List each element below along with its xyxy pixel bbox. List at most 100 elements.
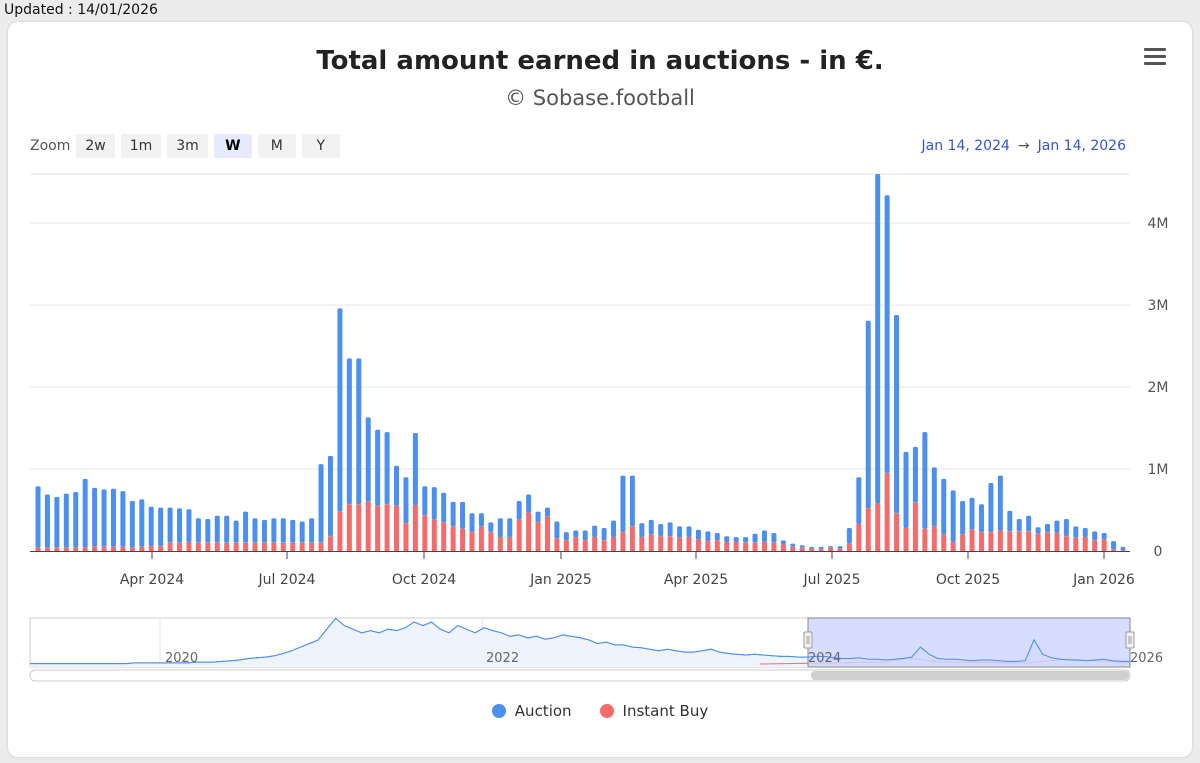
bar-auction [177,508,183,543]
bar-instant-buy [1092,540,1098,551]
bar-instant-buy [912,502,918,551]
scrollbar-thumb[interactable] [811,671,1129,680]
zoom-2w-button[interactable]: 2w [76,134,115,158]
zoom-week-button[interactable]: W [213,134,252,158]
bar-instant-buy [846,543,852,551]
bar-auction [224,515,230,543]
bar-auction [554,521,560,539]
bar-auction [903,451,909,529]
bar-auction [931,467,937,527]
bar-auction [337,308,343,512]
bar-instant-buy [1111,549,1117,551]
bar-auction [54,496,60,548]
bar-instant-buy [431,519,437,551]
bar-auction [195,518,201,543]
chart-legend: Auction Instant Buy [8,702,1192,720]
bar-instant-buy [384,504,390,551]
legend-instant-buy[interactable]: Instant Buy [599,702,709,720]
zoom-month-button[interactable]: M [257,134,296,158]
zoom-3m-button[interactable]: 3m [167,134,208,158]
bar-instant-buy [563,540,569,551]
bar-instant-buy [1063,536,1069,551]
bar-instant-buy [620,532,626,551]
range-from[interactable]: Jan 14, 2024 [921,138,1010,154]
bar-auction [960,501,966,535]
bar-instant-buy [611,537,617,551]
bar-auction [497,518,503,538]
bar-auction [894,314,900,514]
bar-auction [695,529,701,540]
y-tick-label: 3M [1148,298,1169,314]
bar-auction [73,491,79,548]
chart-subtitle: © Sobase.football [505,86,695,110]
legend-instant-label: Instant Buy [622,702,709,720]
bar-auction [922,432,928,529]
bar-instant-buy [516,519,522,551]
updated-date: Updated : 14/01/2026 [4,2,158,18]
chart-card: Total amount earned in auctions - in €. … [8,22,1192,757]
bar-instant-buy [658,536,664,551]
bar-auction [771,532,777,543]
bar-instant-buy [922,528,928,551]
navigator-area [30,618,1130,667]
bar-instant-buy [705,541,711,551]
navigator-handle[interactable] [803,631,813,649]
zoom-year-button[interactable]: Y [301,134,340,158]
bar-instant-buy [280,542,286,551]
x-tick-label: Apr 2024 [120,572,184,588]
bar-auction [469,513,475,533]
x-tick-label: Jan 2026 [1072,572,1135,588]
bar-instant-buy [790,546,796,551]
bar-auction [969,497,975,530]
bar-instant-buy [365,501,371,551]
bar-instant-buy [856,523,862,551]
bar-instant-buy [412,505,418,551]
zoom-selector: Zoom 2w 1m 3m W M Y [30,134,346,158]
bar-auction [535,511,541,523]
bar-auction [752,533,758,543]
bar-instant-buy [35,547,41,551]
bar-auction [573,530,579,538]
bar-instant-buy [677,537,683,551]
bar-instant-buy [1026,531,1032,551]
bar-auction [611,520,617,538]
bar-auction [186,509,192,542]
navigator-label: 2024 [808,651,841,666]
bar-auction [271,518,277,543]
navigator-handle[interactable] [1125,631,1135,649]
y-tick-label: 1M [1148,462,1169,478]
bar-instant-buy [733,541,739,551]
bar-instant-buy [544,516,550,551]
bar-auction [82,478,88,548]
bar-auction [1026,515,1032,532]
bar-instant-buy [752,542,758,551]
bar-instant-buy [394,505,400,551]
bar-instant-buy [950,541,956,551]
bar-instant-buy [441,522,447,551]
range-to[interactable]: Jan 14, 2026 [1037,138,1126,154]
bar-auction [1016,519,1022,532]
bar-auction [233,520,239,543]
bar-auction [705,531,711,542]
bar-auction [158,507,164,547]
bar-auction [526,494,532,513]
bar-auction [120,491,126,547]
legend-auction[interactable]: Auction [491,702,572,720]
zoom-1m-button[interactable]: 1m [120,134,162,158]
date-range: Jan 14, 2024 → Jan 14, 2026 [922,138,1126,154]
bar-instant-buy [205,542,211,551]
chart-plot: 0 1M 2M 3M 4M Apr 2024 Jul 2024 Oct 2024 Jan 202… [29,173,1169,682]
bar-auction [44,494,50,548]
chart-menu-icon[interactable] [1144,48,1166,66]
bar-auction [1073,526,1079,538]
bar-instant-buy [535,522,541,551]
bar-instant-buy [252,542,258,551]
bar-auction [299,521,305,543]
bar-auction [677,526,683,538]
bar-auction [35,486,41,548]
bar-instant-buy [771,542,777,551]
bar-instant-buy [828,547,834,551]
bar-auction [309,518,315,543]
bar-auction [1082,528,1088,538]
bar-auction [714,532,720,541]
